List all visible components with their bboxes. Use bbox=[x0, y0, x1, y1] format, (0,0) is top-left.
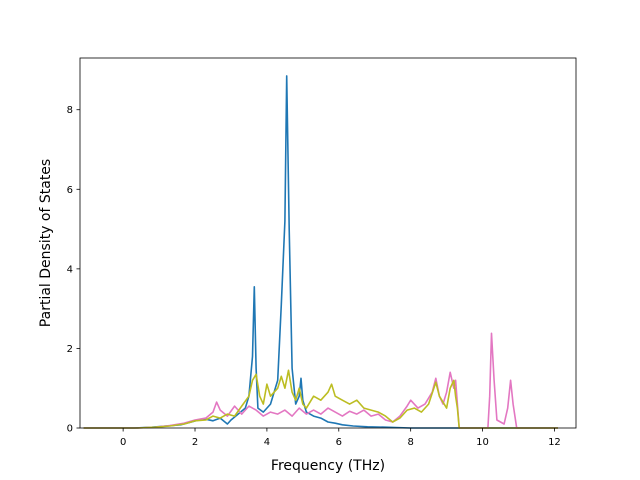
y-tick-label: 8 bbox=[67, 105, 73, 116]
y-tick-label: 6 bbox=[67, 185, 73, 196]
series-lines bbox=[83, 75, 558, 429]
x-axis-ticks: 0 2 4 6 8 10 12 bbox=[120, 428, 561, 448]
y-axis-ticks: 0 2 4 6 8 bbox=[67, 105, 80, 435]
x-tick-label: 6 bbox=[336, 437, 342, 448]
y-tick-label: 4 bbox=[67, 264, 73, 275]
x-tick-label: 0 bbox=[120, 437, 126, 448]
x-tick-label: 4 bbox=[264, 437, 270, 448]
y-tick-label: 2 bbox=[67, 344, 73, 355]
series-line-2 bbox=[83, 332, 558, 429]
y-tick-label: 0 bbox=[67, 424, 73, 435]
x-tick-label: 2 bbox=[192, 437, 198, 448]
series-line-3 bbox=[83, 369, 558, 429]
x-tick-label: 8 bbox=[407, 437, 413, 448]
y-axis-label: Partial Density of States bbox=[38, 159, 54, 327]
plot-frame bbox=[79, 57, 577, 429]
x-tick-label: 12 bbox=[548, 437, 561, 448]
x-axis-label: Frequency (THz) bbox=[271, 458, 385, 474]
x-tick-label: 10 bbox=[476, 437, 489, 448]
series-line-1 bbox=[83, 75, 558, 429]
